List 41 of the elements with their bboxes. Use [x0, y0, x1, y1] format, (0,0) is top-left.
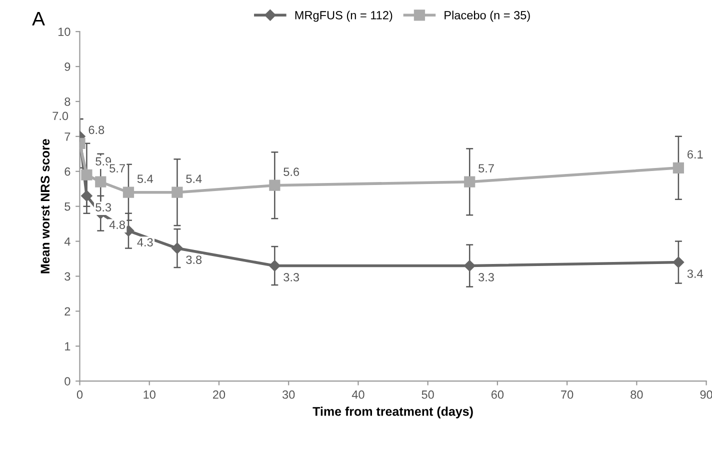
data-label: 3.8 [186, 256, 202, 264]
legend-label: MRgFUS (n = 112) [295, 10, 392, 22]
y-tick-label: 8 [64, 98, 70, 106]
data-label: 5.7 [478, 164, 494, 173]
text: A [32, 12, 45, 26]
data-label: 5.3 [96, 203, 112, 212]
x-tick-label: 0 [76, 390, 83, 399]
data-label: 6.8 [88, 126, 104, 134]
data-label: 4.3 [137, 238, 153, 246]
data-label: 6.1 [688, 150, 703, 159]
y-tick-label: 4 [64, 237, 70, 246]
x-tick-label: 90 [700, 390, 712, 399]
y-tick-label: 1 [65, 342, 70, 350]
x-tick-label: 10 [144, 390, 156, 399]
x-tick-label: 20 [213, 390, 226, 399]
data-label: 5.6 [284, 168, 300, 176]
x-tick-label: 40 [352, 390, 364, 399]
y-tick-label: 6 [64, 167, 70, 176]
x-tick-label: 30 [282, 390, 295, 399]
data-label: 5.4 [186, 174, 202, 184]
y-axis-title: Mean worst NRS score [40, 139, 50, 274]
y-tick-label: 2 [64, 307, 70, 316]
y-tick-label: 10 [58, 28, 70, 36]
data-label: 3.4 [687, 270, 703, 278]
data-label: 5.4 [137, 174, 154, 184]
y-tick-label: 0 [64, 377, 70, 386]
x-tick-label: 70 [561, 390, 574, 399]
x-tick-label: 60 [491, 390, 504, 399]
x-tick-label: 80 [630, 390, 643, 399]
data-label: 3.3 [478, 273, 494, 282]
y-tick-label: 7 [64, 132, 70, 141]
x-axis-title: Time from treatment (days) [312, 406, 473, 418]
legend-label: Placebo (n = 35) [444, 10, 530, 22]
data-label: 7.0 [52, 112, 68, 120]
y-tick-label: 5 [64, 202, 70, 211]
data-label: 5.7 [110, 164, 125, 173]
y-tick-label: 3 [64, 272, 70, 281]
x-tick-label: 50 [422, 390, 434, 399]
y-tick-label: 9 [64, 62, 70, 71]
data-label: 3.3 [284, 273, 300, 282]
data-label: 4.8 [109, 220, 125, 229]
